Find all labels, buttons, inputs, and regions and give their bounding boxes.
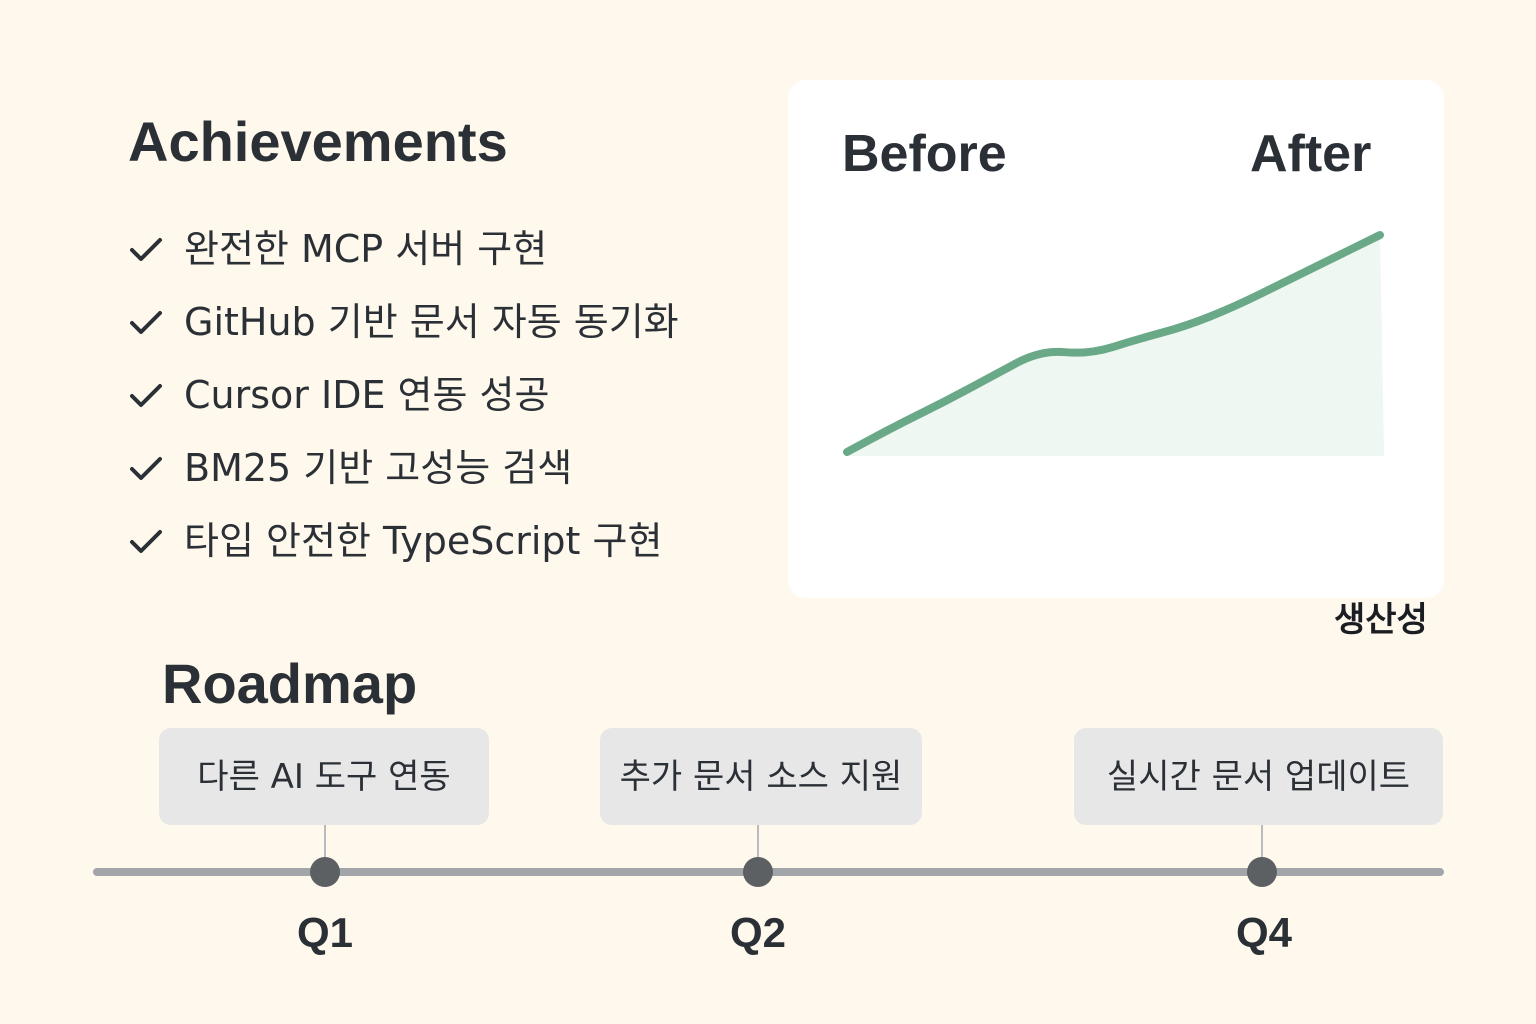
achievements-title: Achievements (128, 110, 508, 173)
achievement-item: Cursor IDE 연동 성공 (126, 358, 679, 431)
timeline-dot-q1 (310, 857, 340, 887)
roadmap-card-label: 실시간 문서 업데이트 (1106, 756, 1411, 797)
achievements-list: 완전한 MCP 서버 구현 GitHub 기반 문서 자동 동기화 Cursor… (126, 212, 679, 577)
achievement-text: 완전한 MCP 서버 구현 (184, 226, 548, 271)
chart-area-fill (847, 235, 1384, 456)
achievement-text: 타입 안전한 TypeScript 구현 (184, 518, 663, 563)
achievement-text: Cursor IDE 연동 성공 (184, 372, 550, 417)
check-icon (130, 383, 162, 407)
quarter-label-q2: Q2 (729, 909, 787, 956)
check-icon (130, 310, 162, 334)
achievement-item: 타입 안전한 TypeScript 구현 (126, 504, 679, 577)
roadmap-card-q1: 다른 AI 도구 연동 (159, 728, 489, 825)
roadmap-timeline (93, 825, 1444, 887)
roadmap-title: Roadmap (162, 652, 418, 715)
achievement-item: 완전한 MCP 서버 구현 (126, 212, 679, 285)
check-icon (130, 237, 162, 261)
timeline-dot-q4 (1247, 857, 1277, 887)
roadmap-card-label: 다른 AI 도구 연동 (197, 756, 451, 797)
chart-label-after: After (1250, 125, 1372, 183)
quarter-label-q4: Q4 (1235, 909, 1293, 956)
check-icon (130, 456, 162, 480)
productivity-chart (843, 231, 1384, 456)
chart-label-before: Before (842, 125, 1007, 183)
timeline-dot-q2 (743, 857, 773, 887)
chart-axis-caption: 생산성 (1334, 600, 1428, 640)
achievement-item: GitHub 기반 문서 자동 동기화 (126, 285, 679, 358)
chart-series-line (843, 231, 1384, 456)
achievement-text: GitHub 기반 문서 자동 동기화 (184, 299, 679, 344)
roadmap-card-label: 추가 문서 소스 지원 (619, 756, 903, 797)
quarter-label-q1: Q1 (296, 909, 354, 956)
check-icon (130, 529, 162, 553)
achievement-text: BM25 기반 고성능 검색 (184, 445, 573, 490)
roadmap-card-q2: 추가 문서 소스 지원 (600, 728, 922, 825)
achievement-item: BM25 기반 고성능 검색 (126, 431, 679, 504)
roadmap-card-q4: 실시간 문서 업데이트 (1074, 728, 1443, 825)
